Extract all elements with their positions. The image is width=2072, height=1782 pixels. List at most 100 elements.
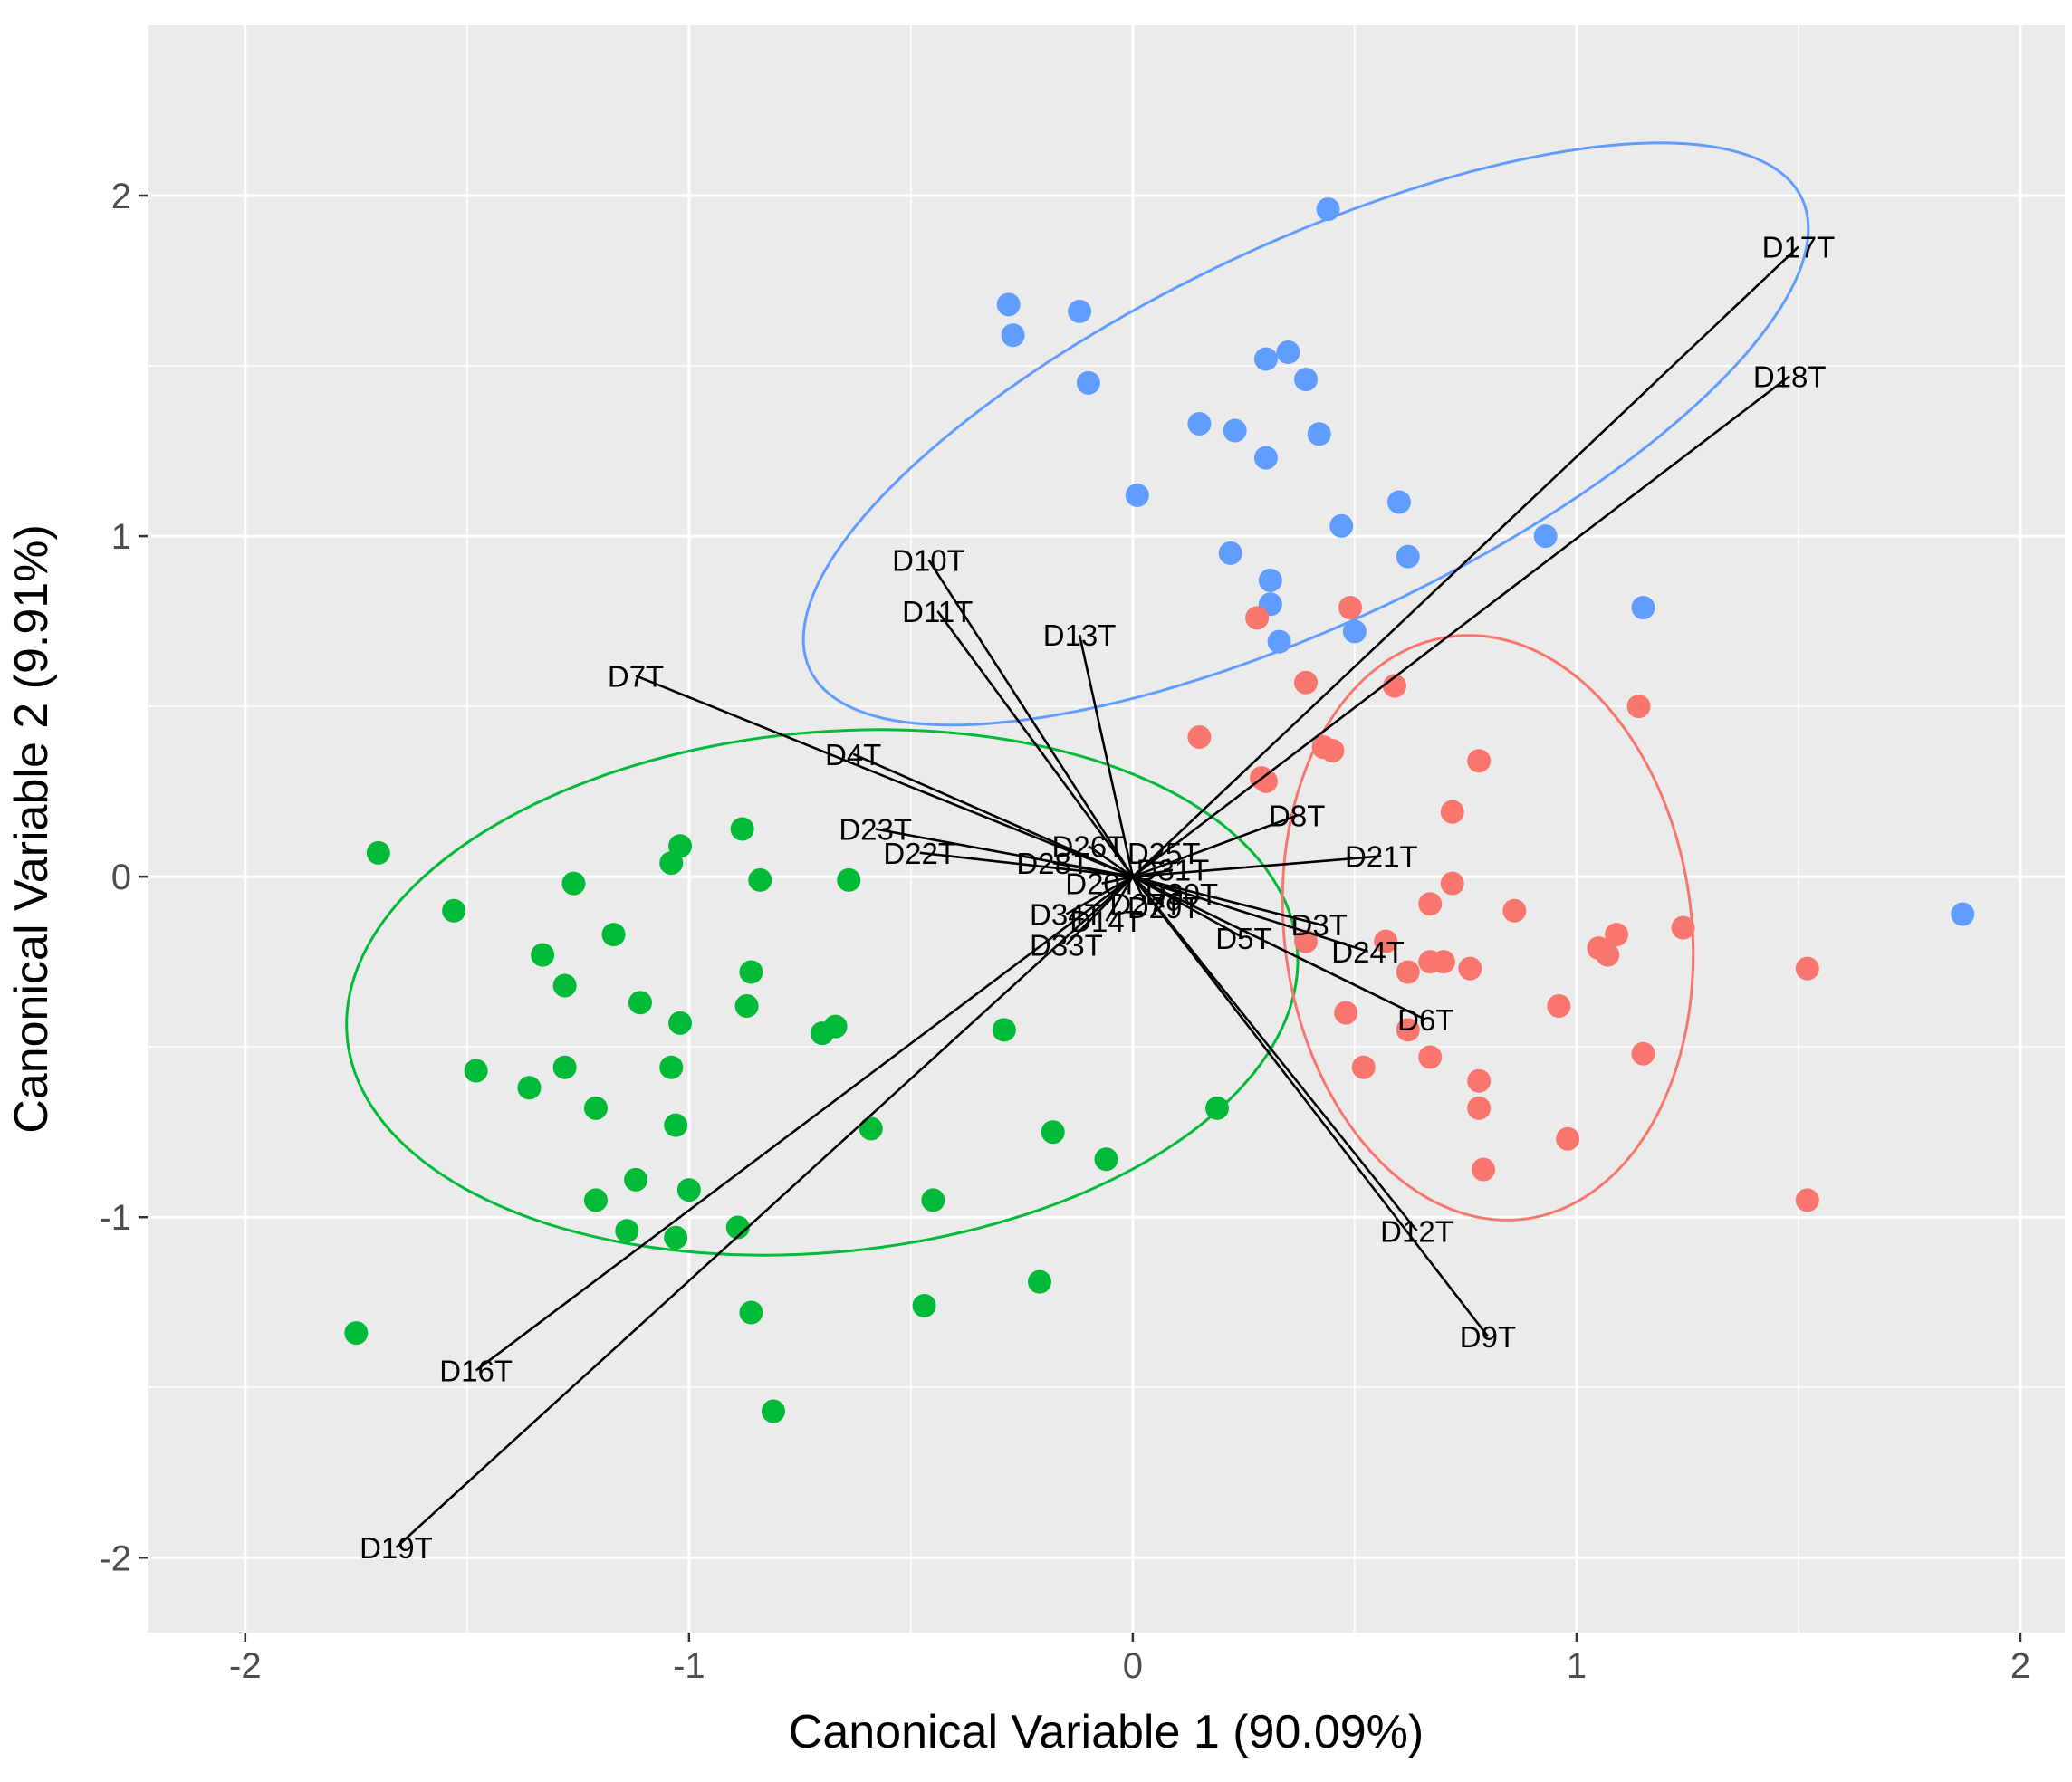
- vector-d4t: [852, 752, 1134, 878]
- vector-d26t: [1088, 845, 1134, 878]
- point-red: [1472, 1157, 1496, 1182]
- point-green: [730, 817, 754, 841]
- point-red: [1294, 670, 1319, 695]
- point-green: [1041, 1120, 1065, 1145]
- vector-d18t: [1132, 375, 1790, 878]
- point-green: [561, 871, 586, 896]
- point-green: [583, 1188, 608, 1212]
- point-green: [668, 1011, 693, 1035]
- point-red: [1547, 994, 1571, 1019]
- point-green: [344, 1321, 369, 1346]
- vector-label-d6t: D6T: [1397, 1003, 1453, 1037]
- point-red: [1351, 1055, 1376, 1079]
- vector-d21t: [1132, 855, 1382, 878]
- vector-label-d17t: D17T: [1762, 230, 1836, 263]
- vector-label-d13t: D13T: [1043, 618, 1117, 652]
- point-green: [725, 1215, 750, 1240]
- point-green: [366, 840, 390, 865]
- vector-d9t: [1131, 876, 1489, 1337]
- axis-ticks: [139, 194, 2022, 1642]
- tick-labels: -2 -1 0 1 2 -2 -1 0 1 2: [99, 177, 2030, 1686]
- grid-minor: [148, 25, 2065, 1633]
- point-red: [1294, 929, 1319, 953]
- point-red: [1458, 956, 1482, 981]
- x-tick-label: -1: [673, 1646, 705, 1686]
- y-tick-label: 0: [111, 857, 131, 897]
- vector-label-d23t: D23T: [839, 813, 912, 847]
- vector-d31t: [1132, 868, 1174, 878]
- point-blue: [1294, 368, 1319, 392]
- vector-label-d10t: D10T: [892, 543, 965, 577]
- point-green: [761, 1399, 785, 1423]
- point-red: [1467, 749, 1492, 773]
- vector-label-d30t: D30T: [1145, 877, 1218, 911]
- grid-major: [148, 25, 2065, 1633]
- vector-label-d11t: D11T: [902, 595, 973, 628]
- vector-label-d21t: D21T: [1345, 840, 1418, 874]
- vector-d20t: [1101, 875, 1134, 885]
- point-red: [1671, 915, 1695, 940]
- vector-label-d18t: D18T: [1753, 359, 1827, 393]
- point-red: [1320, 739, 1345, 763]
- vector-label-d27t: D27T: [1109, 887, 1183, 921]
- point-green: [859, 1116, 883, 1141]
- vector-label-d20t: D20T: [1065, 867, 1138, 901]
- point-red: [1795, 1188, 1819, 1212]
- point-red: [1440, 800, 1464, 824]
- point-blue: [1631, 596, 1655, 620]
- vector-d29t: [1131, 876, 1166, 908]
- point-red: [1418, 1045, 1443, 1069]
- vector-d17t: [1132, 245, 1799, 878]
- vector-d25t: [1132, 851, 1165, 878]
- point-red: [1626, 695, 1651, 719]
- point-green: [1094, 1147, 1118, 1172]
- vector-d13t: [1078, 634, 1135, 877]
- point-blue: [1307, 422, 1331, 446]
- vector-label-d5t: D5T: [1215, 922, 1271, 955]
- vector-d33t: [1065, 876, 1134, 946]
- point-blue: [1951, 902, 1975, 926]
- point-green: [739, 1300, 763, 1325]
- point-green: [624, 1167, 648, 1192]
- point-blue: [1258, 568, 1282, 592]
- vector-d6t: [1132, 875, 1426, 1021]
- vector-label-d7t: D7T: [608, 659, 664, 693]
- y-tick-label: 2: [111, 177, 131, 216]
- vector-d19t: [395, 876, 1134, 1548]
- point-green: [837, 867, 861, 892]
- y-tick-label: -1: [99, 1198, 131, 1238]
- point-blue: [1218, 541, 1242, 565]
- vector-d27t: [1131, 876, 1147, 905]
- point-red: [1187, 724, 1212, 749]
- vector-label-d19t: D19T: [360, 1531, 433, 1565]
- point-red: [1502, 898, 1527, 923]
- point-red: [1338, 596, 1363, 620]
- point-blue: [1253, 347, 1278, 371]
- point-blue: [1076, 370, 1100, 395]
- vector-label-d29t: D29T: [1127, 891, 1201, 925]
- point-red: [1374, 929, 1398, 953]
- point-blue: [1329, 513, 1354, 538]
- point-green: [531, 943, 555, 967]
- y-tick-label: -2: [99, 1538, 131, 1578]
- x-tick-label: 1: [1567, 1646, 1587, 1686]
- x-tick-label: 0: [1123, 1646, 1143, 1686]
- vector-label-d16t: D16T: [439, 1354, 513, 1387]
- point-green: [748, 867, 772, 892]
- y-axis-title: Canonical Variable 2 (9.91%): [5, 524, 58, 1134]
- point-green: [992, 1018, 1016, 1042]
- point-red: [1383, 674, 1407, 698]
- point-green: [552, 1055, 577, 1079]
- point-red: [1418, 892, 1443, 916]
- point-green: [659, 1055, 684, 1079]
- point-blue: [1068, 299, 1092, 323]
- vector-d30t: [1132, 875, 1183, 896]
- vector-label-d33t: D33T: [1030, 928, 1103, 962]
- point-blue: [1253, 446, 1278, 470]
- point-red: [1631, 1041, 1655, 1066]
- y-tick-label: 1: [111, 517, 131, 557]
- point-green: [664, 1113, 688, 1137]
- point-blue: [1001, 323, 1025, 348]
- point-green: [552, 973, 577, 998]
